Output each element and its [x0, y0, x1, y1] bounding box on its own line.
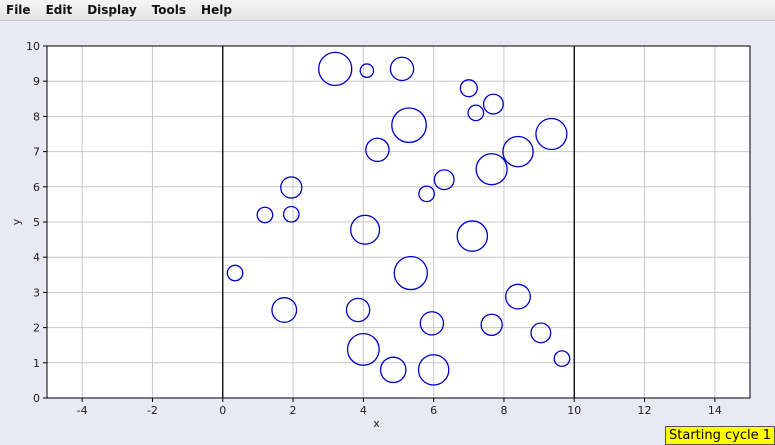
- x-tick-label: -4: [77, 404, 88, 417]
- menu-display[interactable]: Display: [87, 3, 137, 17]
- data-point: [482, 93, 504, 115]
- data-point: [365, 137, 390, 163]
- data-point: [379, 356, 407, 384]
- y-tick-label: 1: [33, 357, 40, 370]
- data-point: [418, 185, 436, 203]
- y-tick-label: 9: [33, 75, 40, 88]
- menu-file[interactable]: File: [6, 3, 31, 17]
- y-tick-label: 2: [33, 322, 40, 335]
- x-tick-label: 0: [219, 404, 226, 417]
- data-point: [391, 107, 427, 144]
- data-point: [456, 220, 489, 252]
- x-tick-label: 14: [708, 404, 722, 417]
- data-point: [393, 255, 428, 291]
- data-point: [417, 354, 450, 386]
- menu-edit[interactable]: Edit: [45, 3, 73, 17]
- data-point: [433, 169, 455, 191]
- menu-bar: File Edit Display Tools Help: [0, 0, 775, 21]
- status-message: Starting cycle 1: [665, 426, 775, 445]
- y-tick-label: 6: [33, 181, 40, 194]
- data-point: [271, 297, 298, 323]
- plot-panel: -4 -2 0 2 4 6 8 10 12 14 0 1 2 3 4 5 6 7 8 9 10 x y: [0, 21, 775, 445]
- y-tick-label: 5: [33, 216, 40, 229]
- y-tick-label: 10: [26, 40, 40, 53]
- menu-tools[interactable]: Tools: [151, 3, 187, 17]
- x-tick-label: 6: [430, 404, 437, 417]
- data-point: [359, 63, 375, 78]
- data-point: [389, 56, 415, 82]
- data-point: [280, 176, 303, 199]
- data-point: [226, 264, 244, 282]
- x-tick-label: 2: [290, 404, 297, 417]
- x-tick-label: 4: [360, 404, 367, 417]
- data-point: [318, 51, 353, 87]
- data-point: [502, 135, 534, 168]
- data-point: [459, 79, 478, 98]
- y-tick-label: 4: [33, 251, 40, 264]
- x-tick-label: 12: [638, 404, 652, 417]
- data-point: [256, 206, 274, 224]
- data-point: [282, 205, 300, 223]
- data-point: [467, 104, 485, 122]
- y-axis-label: y: [10, 218, 23, 225]
- data-point: [530, 322, 552, 344]
- x-axis-label: x: [373, 417, 380, 430]
- y-tick-label: 7: [33, 146, 40, 159]
- y-tick-label: 8: [33, 110, 40, 123]
- data-point: [535, 117, 568, 151]
- menu-help[interactable]: Help: [201, 3, 232, 17]
- y-tick-label: 3: [33, 286, 40, 299]
- x-tick-label: 8: [500, 404, 507, 417]
- data-point: [419, 311, 445, 336]
- data-point: [553, 350, 571, 367]
- data-point: [350, 214, 381, 245]
- data-point: [475, 153, 508, 186]
- y-tick-label: 0: [33, 392, 40, 405]
- x-tick-label: 10: [567, 404, 581, 417]
- data-point: [480, 313, 503, 336]
- data-point: [346, 332, 380, 366]
- data-point: [345, 297, 371, 323]
- x-tick-label: -2: [147, 404, 158, 417]
- data-point: [505, 283, 531, 310]
